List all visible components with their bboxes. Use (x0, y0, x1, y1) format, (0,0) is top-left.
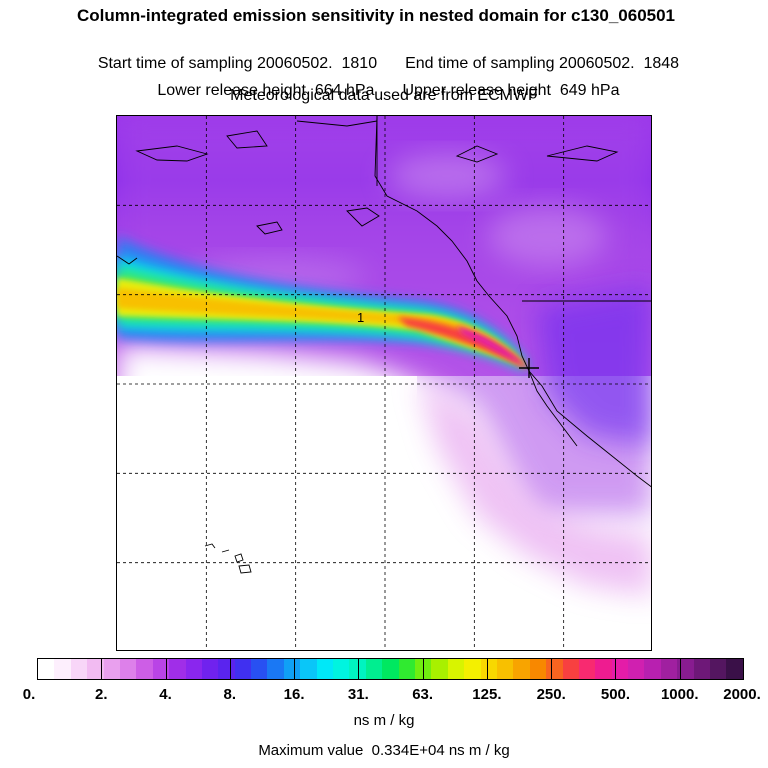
colorbar-divider (358, 659, 360, 679)
colorbar-swatch (38, 659, 55, 679)
colorbar-swatch (185, 659, 202, 679)
colorbar-swatch (103, 659, 120, 679)
colorbar-units: ns m / kg (353, 712, 415, 729)
colorbar-swatch (513, 659, 530, 679)
colorbar-tick-label: 0. (22, 686, 36, 703)
graticule (117, 116, 651, 650)
colorbar-swatch (87, 659, 104, 679)
coastlines (117, 116, 651, 574)
colorbar-swatch (201, 659, 219, 679)
colorbar-swatch (169, 659, 186, 679)
maximum-value: Maximum value 0.334E+04 ns m / kg (258, 742, 510, 759)
colorbar-tick-label: 125. (472, 686, 502, 703)
sampling-times: Start time of sampling 20060502. 1810 End… (0, 34, 768, 74)
colorbar-swatch (136, 659, 153, 679)
colorbar-swatch (726, 659, 743, 679)
lower-release-height: Lower release height 664 hPa (157, 82, 375, 99)
plume-red (397, 317, 527, 368)
colorbar-tick-label: 1000. (660, 686, 699, 703)
colorbar-swatch (578, 659, 596, 679)
low-sensitivity-core (117, 376, 417, 650)
plume-orange (117, 288, 527, 368)
colorbar-divider (486, 659, 488, 679)
colorbar-tick-label: 16. (283, 686, 305, 703)
field-patch-2 (487, 206, 607, 266)
sensitivity-map: 1 (116, 115, 652, 651)
colorbar-swatch (398, 659, 415, 679)
colorbar-tick-label: 63. (412, 686, 434, 703)
colorbar-tick-label: 2. (95, 686, 108, 703)
colorbar-swatch (710, 659, 727, 679)
colorbar-ticks: 0. 2. 4. 8. 16. 31. 63. 125. 250. 500. 1000. 2000. (0, 686, 768, 706)
colorbar-swatch (562, 659, 579, 679)
colorbar-tick-label: 4. (159, 686, 172, 703)
colorbar-swatch (283, 659, 301, 679)
colorbar-swatch (660, 659, 678, 679)
start-time: Start time of sampling 20060502. 1810 (97, 55, 378, 72)
release-location-marker (519, 358, 539, 378)
met-data-source: Meteorological data used are from ECMWF (230, 87, 538, 104)
sensitivity-fringe (417, 376, 651, 596)
colorbar-divider (294, 659, 296, 679)
colorbar (37, 658, 744, 680)
colorbar-swatch (54, 659, 71, 679)
colorbar-divider (551, 659, 553, 679)
colorbar-swatch (628, 659, 645, 679)
colorbar-divider (679, 659, 681, 679)
colorbar-divider (422, 659, 424, 679)
colorbar-swatch (480, 659, 497, 679)
colorbar-swatch (644, 659, 661, 679)
colorbar-swatch (365, 659, 383, 679)
colorbar-swatch (70, 659, 88, 679)
colorbar-tick-label: 8. (223, 686, 237, 703)
upper-release-height: Upper release height 649 hPa (402, 82, 620, 99)
colorbar-swatch (267, 659, 284, 679)
colorbar-swatch (595, 659, 612, 679)
map-canvas: 1 (117, 116, 651, 650)
colorbar-swatch (529, 659, 547, 679)
plume-magenta (457, 326, 527, 368)
colorbar-swatch (464, 659, 481, 679)
sensitivity-continent (537, 286, 651, 446)
colorbar-tick-label: 500. (600, 686, 631, 703)
colorbar-swatch (431, 659, 448, 679)
colorbar-swatch (218, 659, 235, 679)
colorbar-divider (101, 659, 103, 679)
colorbar-swatch (693, 659, 711, 679)
colorbar-swatch (677, 659, 694, 679)
colorbar-tick-label: 250. (536, 686, 566, 703)
colorbar-divider (615, 659, 617, 679)
field-patch-1 (387, 154, 507, 198)
end-time: End time of sampling 20060502. 1848 (405, 55, 680, 72)
colorbar-swatch (382, 659, 399, 679)
colorbar-divider (165, 659, 167, 679)
colorbar-swatch (546, 659, 563, 679)
colorbar-swatch (234, 659, 252, 679)
colorbar-divider (229, 659, 231, 679)
release-heights: Lower release height 664 hPa Upper releas… (0, 61, 768, 101)
colorbar-swatch (119, 659, 137, 679)
plume-label: 1 (357, 310, 364, 325)
colorbar-swatch (152, 659, 170, 679)
colorbar-swatch (447, 659, 465, 679)
colorbar-swatch (349, 659, 366, 679)
colorbar-swatch (496, 659, 514, 679)
plot-title: Column-integrated emission sensitivity i… (76, 6, 676, 25)
colorbar-swatch (300, 659, 317, 679)
colorbar-tick-label: 31. (347, 686, 369, 703)
colorbar-swatch (316, 659, 334, 679)
colorbar-swatch (333, 659, 350, 679)
colorbar-swatch (611, 659, 629, 679)
colorbar-swatch (251, 659, 268, 679)
colorbar-tick-label: 2000. (723, 686, 761, 703)
